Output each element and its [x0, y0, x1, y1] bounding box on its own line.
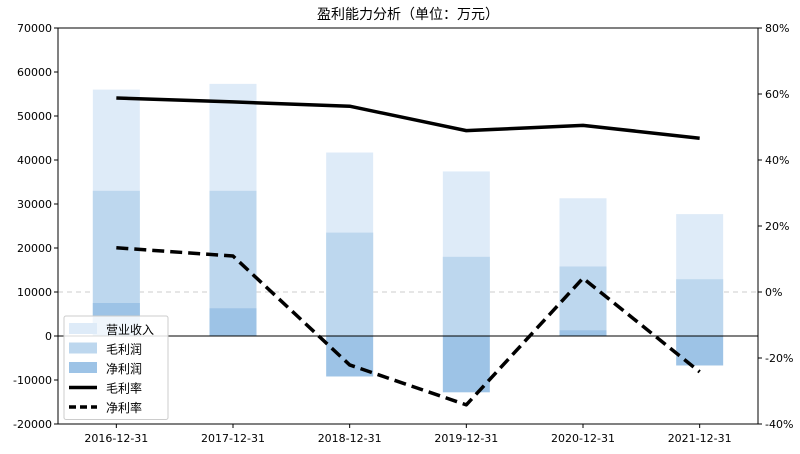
legend-label-1: 毛利润 [106, 343, 142, 357]
line-gross-margin [116, 96, 700, 140]
bar-net-profit-4 [559, 330, 607, 336]
x-tick-label-1: 2017-12-31 [201, 432, 265, 445]
x-tick-label-0: 2016-12-31 [84, 432, 148, 445]
left-tick-label-8: 60000 [17, 66, 52, 79]
right-tick-label-2: 0% [765, 286, 782, 299]
bar-gross-profit-4 [559, 266, 607, 336]
right-tick-label-3: 20% [765, 220, 789, 233]
bar-gross-profit-5 [676, 279, 724, 336]
bar-gross-profit-2 [326, 232, 374, 336]
x-tick-label-5: 2021-12-31 [668, 432, 732, 445]
left-tick-label-2: 0 [45, 330, 52, 343]
legend-swatch-0 [69, 323, 97, 334]
legend-box [63, 315, 169, 420]
chart-title: 盈利能力分析（单位：万元） [317, 7, 499, 23]
left-tick-label-0: -20000 [13, 418, 52, 431]
right-tick-label-5: 60% [765, 88, 789, 101]
left-tick-label-1: -10000 [13, 374, 52, 387]
bar-gross-profit-3 [442, 256, 490, 336]
x-tick-label-3: 2019-12-31 [434, 432, 498, 445]
legend-label-3: 毛利率 [106, 381, 142, 396]
right-tick-label-6: 80% [765, 22, 789, 35]
right-tick-label-4: 40% [765, 154, 789, 167]
x-tick-label-2: 2018-12-31 [318, 432, 382, 445]
bar-net-profit-3 [442, 336, 490, 393]
left-tick-label-4: 20000 [17, 242, 52, 255]
legend-label-4: 净利率 [106, 400, 142, 415]
bar-net-profit-5 [676, 336, 724, 366]
bar-net-profit-1 [209, 308, 257, 336]
x-tick-label-4: 2020-12-31 [551, 432, 615, 445]
left-tick-label-6: 40000 [17, 154, 52, 167]
legend-swatch-2 [69, 362, 97, 373]
right-tick-label-0: -40% [765, 418, 793, 431]
left-tick-label-5: 30000 [17, 198, 52, 211]
legend-swatch-1 [69, 342, 97, 354]
left-tick-label-7: 50000 [17, 110, 52, 123]
left-tick-label-9: 70000 [17, 22, 52, 35]
legend-label-0: 营业收入 [106, 323, 154, 337]
right-tick-label-1: -20% [765, 352, 793, 365]
left-tick-label-3: 10000 [17, 286, 52, 299]
legend-label-2: 净利润 [106, 362, 142, 376]
line-net-margin [116, 246, 701, 407]
